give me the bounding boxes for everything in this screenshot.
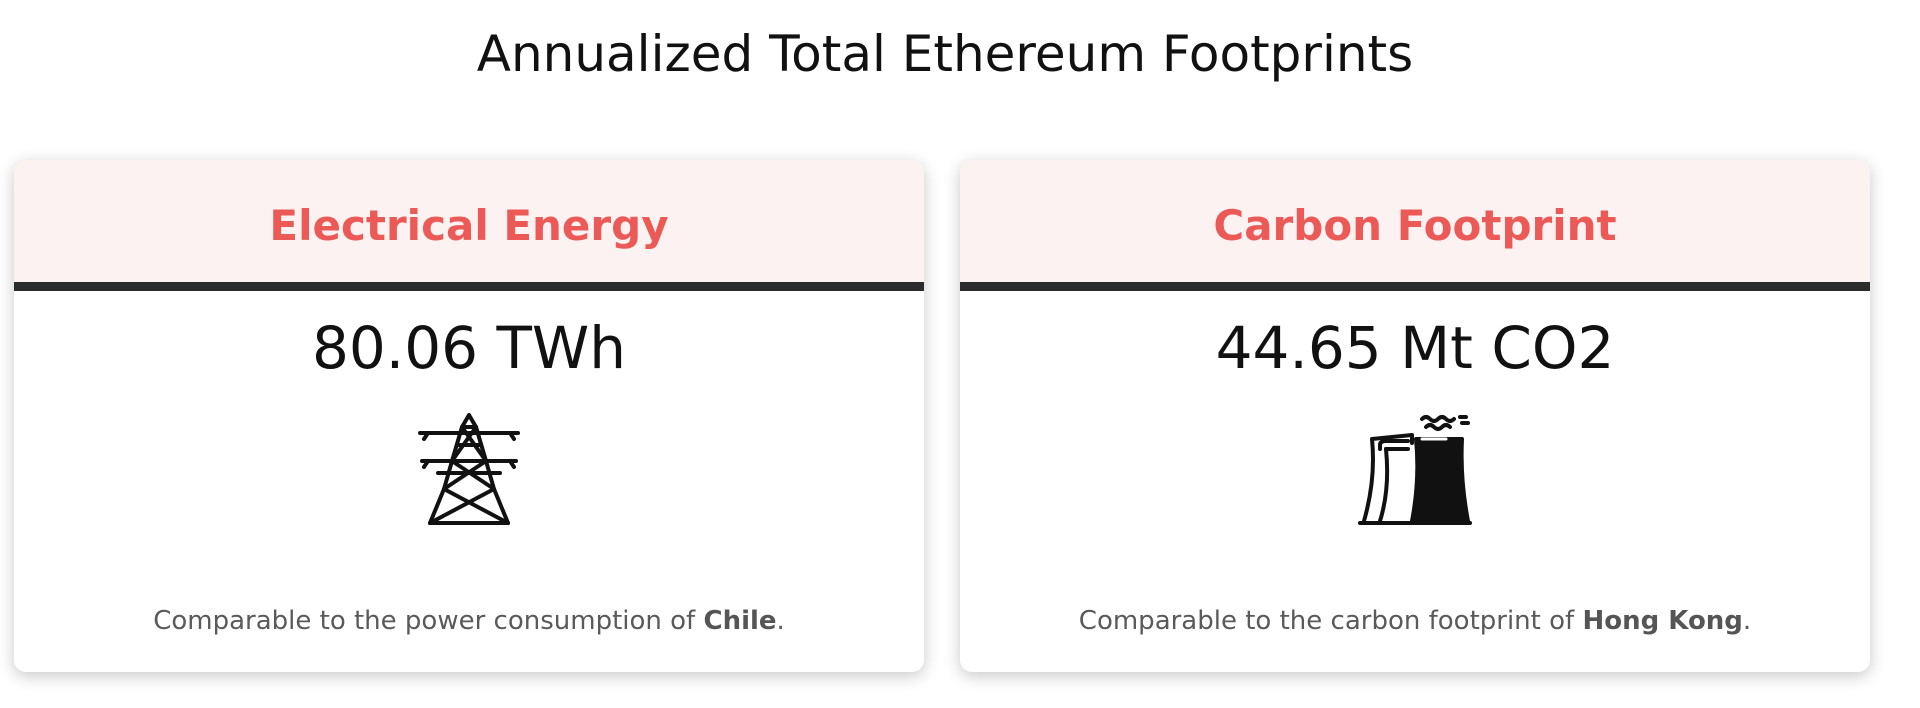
carbon-comparison: Comparable to the carbon footprint of Ho… (960, 606, 1870, 636)
electrical-energy-card: Electrical Energy 80.06 TWh (14, 160, 924, 672)
card-header-title: Electrical Energy (269, 200, 669, 250)
comparison-prefix: Comparable to the carbon footprint of (1078, 606, 1583, 636)
energy-comparison: Comparable to the power consumption of C… (14, 606, 924, 636)
page-title: Annualized Total Ethereum Footprints (476, 25, 1414, 83)
card-header: Electrical Energy (14, 160, 924, 291)
power-plant-icon (960, 409, 1870, 529)
energy-value: 80.06 TWh (311, 314, 626, 382)
comparison-prefix: Comparable to the power consumption of (153, 606, 704, 636)
comparison-suffix: . (776, 606, 785, 636)
carbon-value: 44.65 Mt CO2 (1215, 314, 1615, 382)
comparison-entity: Chile (703, 606, 777, 636)
carbon-footprint-card: Carbon Footprint 44.65 Mt CO2 Compara (960, 160, 1870, 672)
comparison-entity: Hong Kong (1582, 606, 1743, 636)
comparison-suffix: . (1742, 606, 1752, 636)
power-tower-icon (14, 409, 924, 529)
card-header-title: Carbon Footprint (1213, 200, 1617, 250)
card-header: Carbon Footprint (960, 160, 1870, 291)
